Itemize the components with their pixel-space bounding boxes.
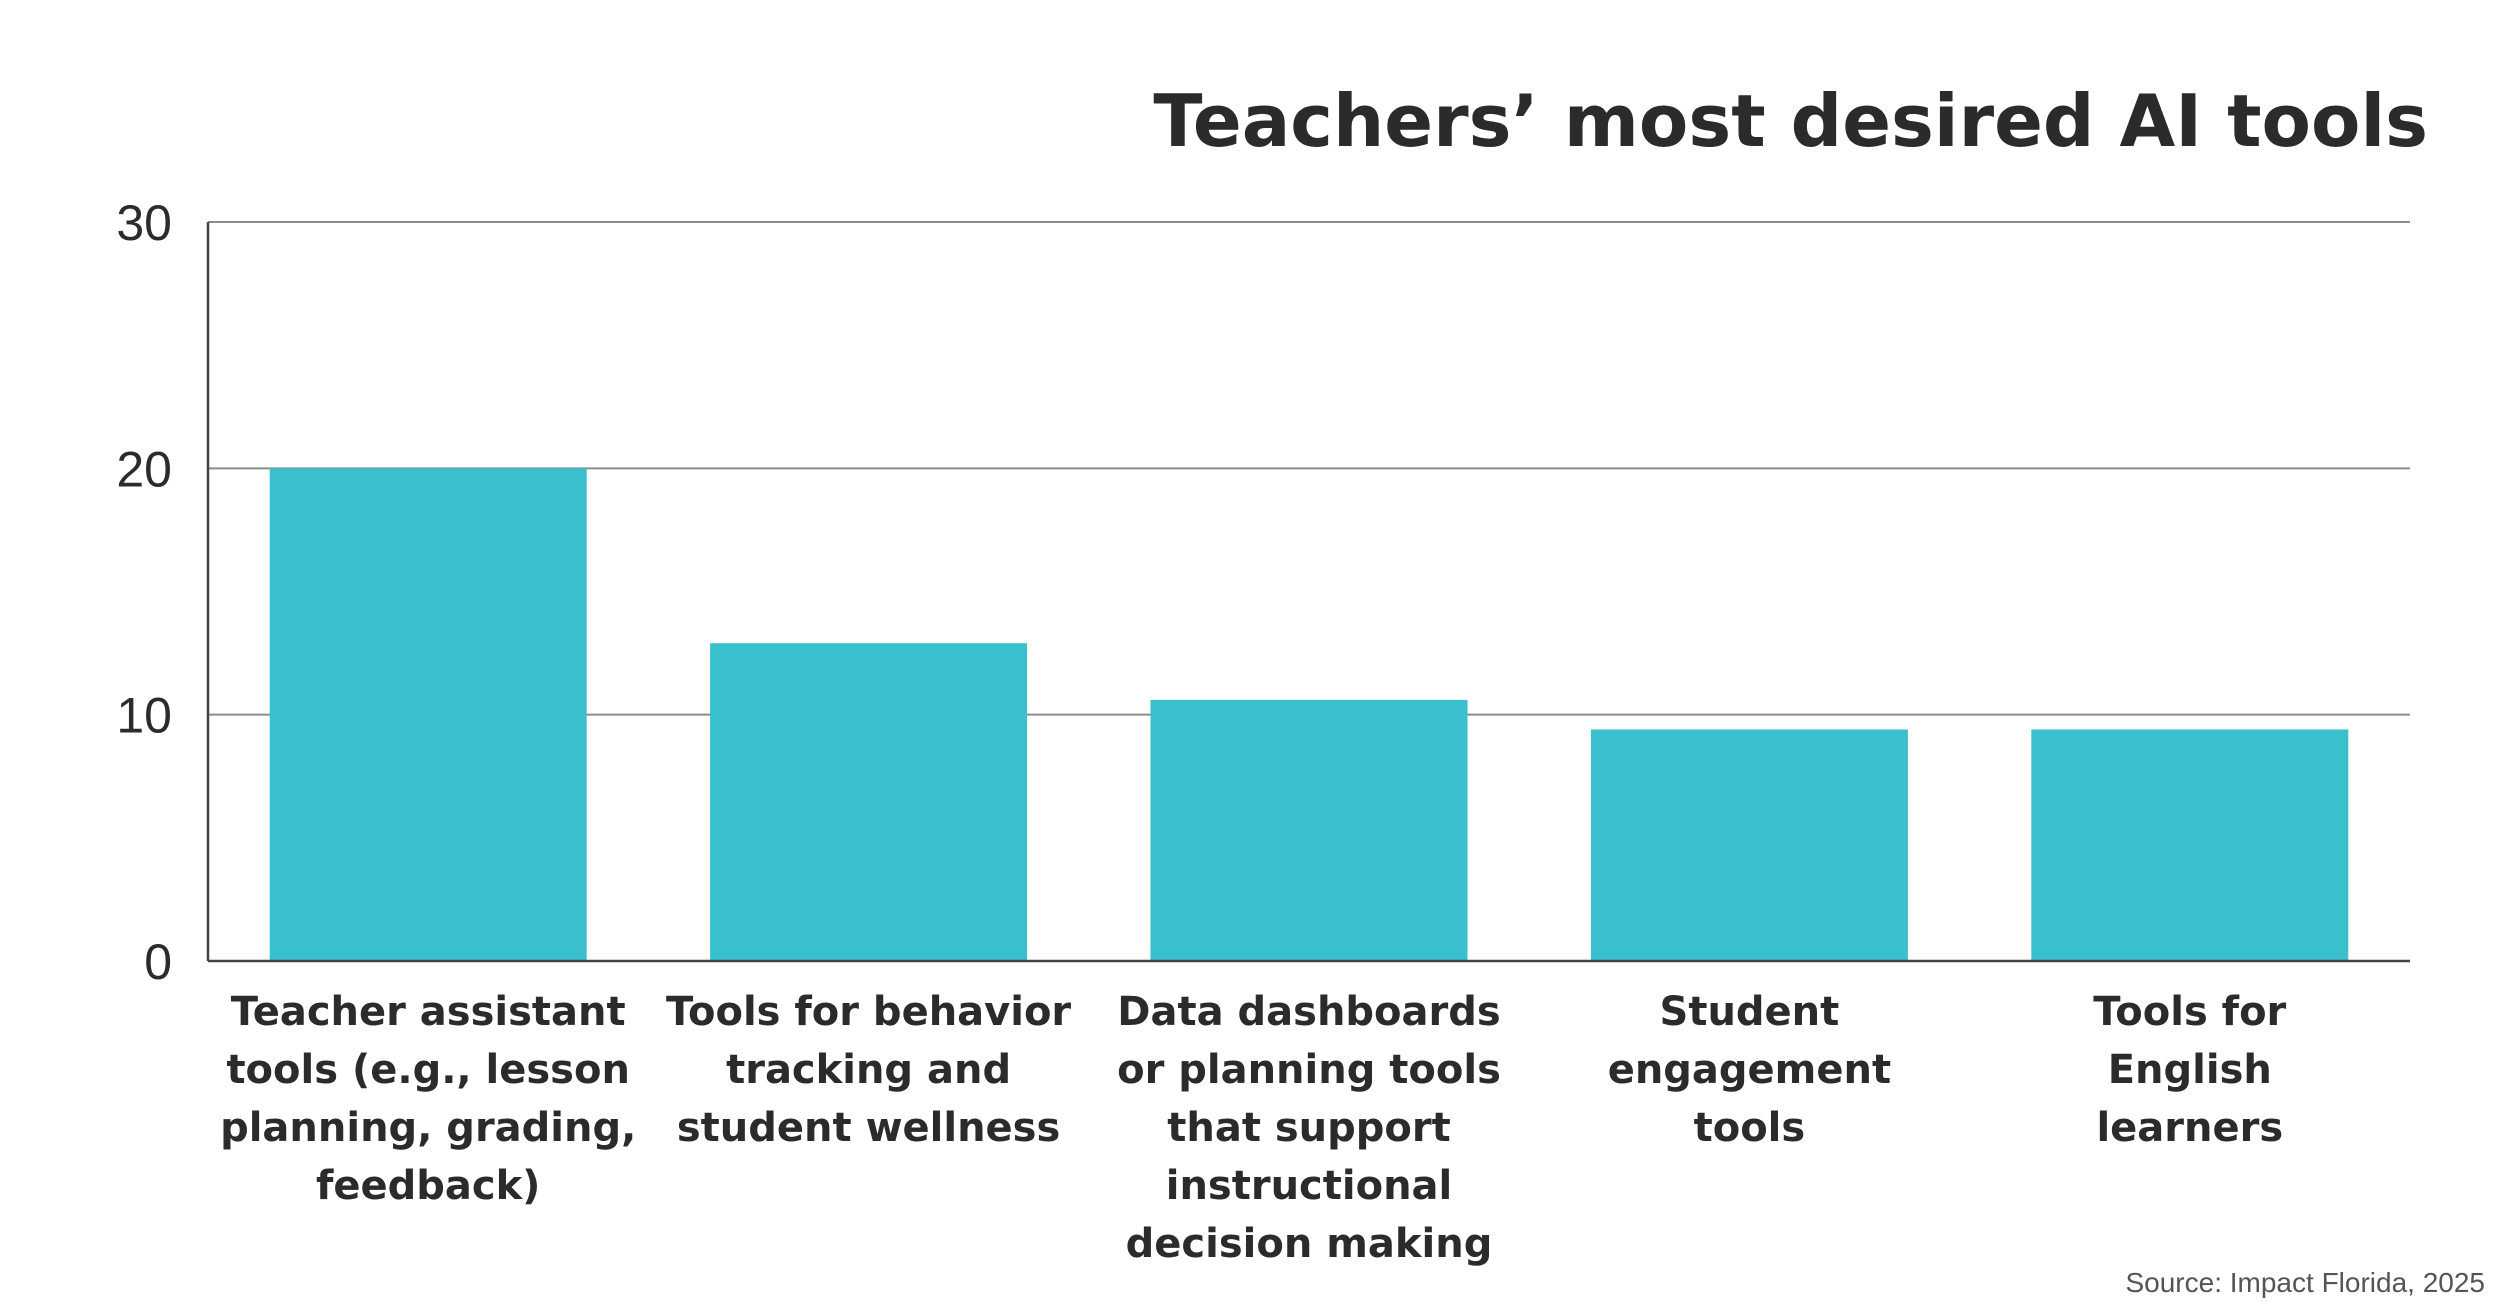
x-axis-ticks: Teacher assistant tools (e.g., lesson plan…: [220, 989, 2286, 1267]
x-tick-label-line: tools: [1694, 1105, 1806, 1151]
bar: [1150, 699, 1468, 961]
x-tick-label-line: Tools for behavior: [666, 989, 1071, 1035]
x-tick-label-line: Data dashboards: [1117, 989, 1500, 1035]
y-tick-label: 0: [144, 934, 172, 990]
y-tick-label: 20: [116, 441, 172, 497]
x-tick-label: Tools for English learners: [2093, 989, 2286, 1151]
chart-title: Teachers’ most desired AI tools: [1153, 79, 2428, 163]
x-tick-label: Data dashboards or planning tools that sup…: [1117, 989, 1501, 1267]
x-tick-label: Tools for behavior tracking and student we…: [666, 989, 1071, 1151]
y-tick-label: 10: [116, 688, 172, 744]
x-tick-label-line: or planning tools: [1117, 1047, 1501, 1093]
x-tick-label-line: English: [2108, 1047, 2272, 1093]
x-tick-label-line: that support: [1167, 1105, 1451, 1151]
bar: [269, 468, 587, 961]
x-tick-label-line: planning, grading,: [220, 1105, 636, 1151]
x-tick-label-line: tools (e.g., lesson: [226, 1047, 630, 1093]
x-tick-label-line: Teacher assistant: [231, 989, 626, 1035]
axes: [206, 222, 2410, 963]
bar: [710, 643, 1028, 961]
bar: [2031, 729, 2349, 961]
x-tick-label-line: instructional: [1166, 1163, 1453, 1209]
x-tick-label: Student engagement tools: [1608, 989, 1891, 1151]
bars: [269, 468, 2349, 961]
x-tick-label-line: student wellness: [677, 1105, 1060, 1151]
x-tick-label-line: learners: [2096, 1105, 2283, 1151]
x-tick-label-line: Student: [1660, 989, 1840, 1035]
x-tick-label-line: engagement: [1608, 1047, 1891, 1093]
y-axis-ticks: 0 10 20 30: [116, 195, 172, 990]
bar: [1590, 729, 1908, 961]
x-tick-label: Teacher assistant tools (e.g., lesson plan…: [220, 989, 636, 1209]
y-tick-label: 30: [116, 195, 172, 251]
x-tick-label-line: tracking and: [726, 1047, 1011, 1093]
x-tick-label-line: feedback): [316, 1163, 541, 1209]
x-tick-label-line: Tools for: [2093, 989, 2286, 1035]
x-tick-label-line: decision making: [1126, 1221, 1493, 1267]
source-note: Source: Impact Florida, 2025: [2125, 1267, 2485, 1298]
